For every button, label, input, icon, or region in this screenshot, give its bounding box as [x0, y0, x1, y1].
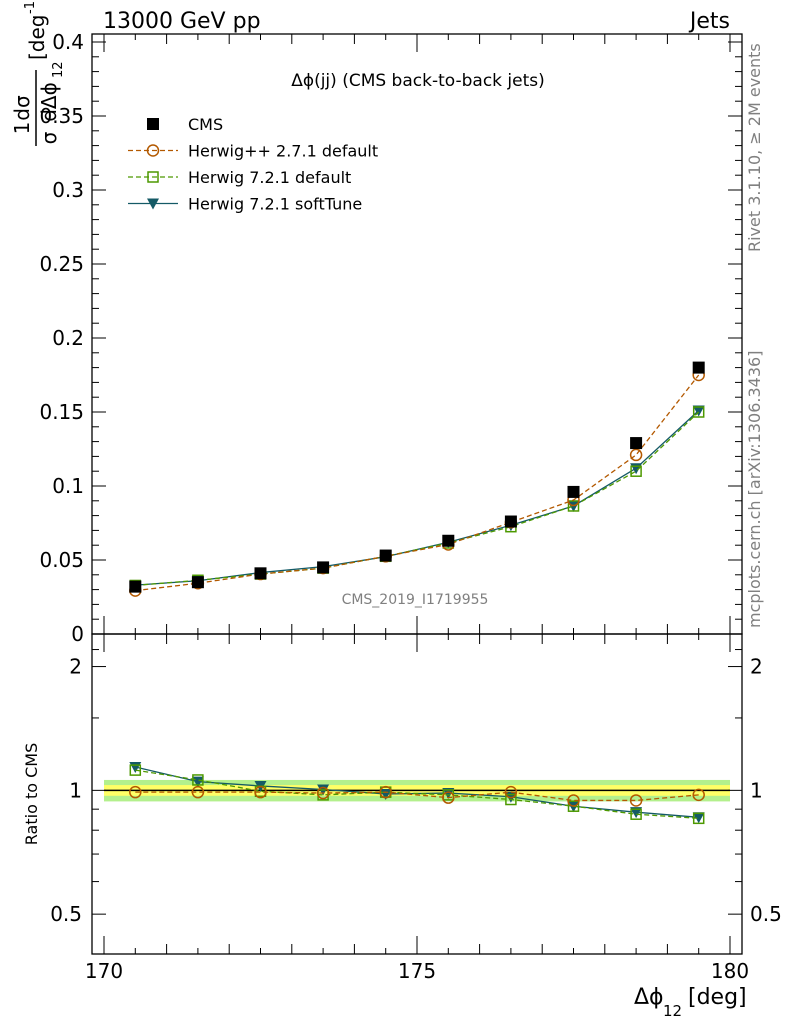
main-y-label: 1 dσ σ dΔϕ 12 [deg -1 ] — [10, 1, 66, 146]
ratio-series-herwig-2-7-1-default-point — [379, 785, 392, 799]
series-herwig-7-2-1-default-line — [135, 411, 700, 587]
series-herwig-7-2-1-softtune-point — [630, 463, 643, 475]
main-y-tick-label: 0 — [71, 622, 84, 646]
ratio-y-tick-label: 0.5 — [50, 902, 82, 926]
series-herwig-7-2-1-default-point — [692, 406, 705, 418]
main-y-tick-label: 0.4 — [52, 30, 84, 54]
main-panel: 0 0.05 0.1 0.15 0.2 0.25 0.3 0.35 0.4 Δϕ(jj) (CM… — [10, 1, 743, 646]
x-tick-label: 175 — [398, 959, 436, 983]
ratio-series-herwig-2-7-1-default-point — [567, 794, 580, 807]
series-herwig-7-2-1-default-point — [630, 465, 642, 477]
x-tick-label: 170 — [85, 959, 123, 983]
main-y-tick-label: 0.25 — [39, 252, 84, 276]
series-cms-point — [630, 437, 643, 450]
watermark: CMS_2019_I1719955 — [342, 592, 489, 608]
x-label-main: Δϕ — [634, 985, 664, 1010]
series-herwig-7-2-1-softtune-point — [692, 405, 705, 417]
ratio-series — [129, 761, 705, 825]
ratio-y-tick-label: 1 — [69, 778, 82, 802]
ratio-y-label: Ratio to CMS — [22, 743, 41, 845]
series-cms-point — [129, 580, 142, 593]
y-label-den2: dΔϕ — [37, 82, 61, 122]
ratio-series-herwig-7-2-1-default-point — [692, 812, 705, 825]
main-title: Δϕ(jj) (CMS back-to-back jets) — [291, 71, 545, 91]
main-y-tick-label: 0.35 — [39, 104, 84, 128]
ratio-series-herwig-7-2-1-softtune-point — [692, 812, 705, 824]
rivet-label: Rivet 3.1.10, ≥ 2M events — [745, 43, 764, 252]
series-cms-point — [504, 515, 517, 528]
legend-label-herwig-7-2-1-softtune: Herwig 7.2.1 softTune — [188, 195, 362, 214]
y-label-den: σ — [37, 131, 61, 144]
legend-label-cms: CMS — [188, 115, 223, 134]
x-label-unit: [deg] — [688, 985, 747, 1010]
series-cms-point — [567, 485, 580, 498]
main-y-tick-label: 0.05 — [39, 548, 84, 572]
main-y-axis: 0 0.05 0.1 0.15 0.2 0.25 0.3 0.35 0.4 — [39, 30, 742, 646]
ratio-y-axis: 0.5 0.5 1 1 2 2 — [50, 649, 782, 955]
legend-label-herwig-2-7-1-default: Herwig++ 2.7.1 default — [188, 142, 378, 161]
ratio-series-herwig-2-7-1-default-point — [254, 785, 267, 799]
ratio-y-tick-label: 2 — [69, 655, 82, 679]
series-cms-point — [692, 361, 705, 374]
legend-marker-herwig-7-2-1-default — [147, 171, 159, 183]
ratio-series-herwig-2-7-1-default-point — [129, 785, 142, 799]
series-herwig-7-2-1-default-point — [567, 500, 580, 512]
series-cms-point — [191, 576, 204, 589]
main-y-tick-label: 0.2 — [52, 326, 84, 350]
ratio-series-herwig-7-2-1-softtune-point — [442, 788, 455, 800]
header-left: 13000 GeV pp — [103, 9, 261, 34]
ratio-y-tick-label-right: 1 — [750, 778, 763, 802]
ratio-series-herwig-7-2-1-default-point — [567, 800, 580, 812]
main-y-tick-label: 0.1 — [52, 474, 84, 498]
y-label-num: 1 — [10, 122, 34, 135]
x-label-sub: 12 — [663, 1002, 682, 1020]
ratio-series-herwig-2-7-1-default-point — [191, 785, 205, 799]
ratio-series-herwig-7-2-1-default-point — [129, 764, 142, 776]
series-herwig-2-7-1-default-line — [135, 374, 700, 592]
x-axis-label: Δϕ 12 [deg] — [634, 985, 747, 1020]
series-herwig-2-7-1-default-point — [629, 448, 643, 462]
series-herwig-7-2-1-softtune-line — [135, 410, 700, 586]
ratio-series-herwig-7-2-1-default-point — [630, 808, 642, 820]
ratio-panel: 0.5 0.51 12 2 170 175 180 Ratio to CMS Δϕ 12 … — [22, 633, 782, 1020]
ratio-series-herwig-2-7-1-default-line — [135, 791, 699, 802]
main-series — [129, 361, 705, 597]
series-cms-point — [379, 549, 392, 562]
ratio-series-herwig-2-7-1-default-point — [316, 786, 330, 800]
ratio-series-herwig-2-7-1-default-point — [692, 788, 705, 802]
series-cms-point — [254, 567, 267, 580]
ratio-series-herwig-2-7-1-default-point — [504, 785, 518, 799]
legend-marker-herwig-7-2-1-softtune — [147, 198, 159, 210]
y-label-unit-sup: -1 — [23, 1, 38, 14]
main-y-tick-label: 0.3 — [52, 178, 84, 202]
legend-marker-herwig-2-7-1-default — [146, 144, 160, 157]
ratio-y-tick-label-right: 2 — [750, 655, 763, 679]
mcplots-label: mcplots.cern.ch [arXiv:1306.3436] — [745, 351, 764, 628]
ratio-y-tick-label-right: 0.5 — [750, 902, 782, 926]
legend: CMS Herwig++ 2.7.1 default Herwig 7.2.1 de… — [128, 115, 378, 214]
ratio-series-herwig-7-2-1-default-line — [135, 769, 699, 819]
ratio-x-axis: 170 175 180 — [85, 634, 749, 983]
main-x-ticks — [103, 34, 731, 634]
x-tick-label: 180 — [711, 959, 749, 983]
y-label-num2: dσ — [10, 95, 34, 121]
ratio-series-herwig-7-2-1-default-point — [192, 774, 204, 786]
ratio-series-herwig-2-7-1-default-point — [629, 794, 643, 807]
y-label-den-sub: 12 — [51, 61, 66, 78]
series-cms-point — [317, 561, 330, 574]
ratio-series-herwig-7-2-1-default-point — [505, 793, 517, 806]
header-right: Jets — [688, 9, 730, 34]
series-cms-point — [442, 534, 455, 547]
ratio-series-herwig-2-7-1-default-point — [442, 791, 455, 804]
legend-marker-cms — [147, 118, 159, 130]
y-label-unit: [deg — [25, 15, 49, 61]
legend-label-herwig-7-2-1-default: Herwig 7.2.1 default — [188, 168, 351, 187]
main-y-tick-label: 0.15 — [39, 400, 84, 424]
